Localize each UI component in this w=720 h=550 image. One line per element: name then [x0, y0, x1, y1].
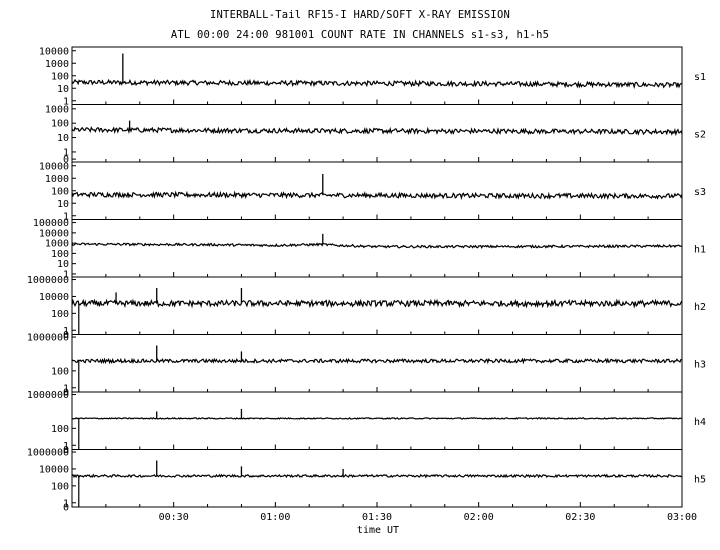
y-tick-label-h3: 100	[51, 366, 69, 377]
y-tick-label-h4: 1000000	[27, 390, 69, 401]
y-tick-label-s3: 10	[57, 199, 69, 210]
series-line-h1	[71, 242, 683, 250]
x-tick-label: 02:00	[464, 512, 494, 523]
y-tick-label-h1: 1000	[45, 239, 69, 250]
y-tick-label-h1: 10	[57, 259, 69, 270]
y-tick-label-s1: 100	[51, 71, 69, 82]
y-tick-label-s2: 0	[63, 155, 69, 166]
y-tick-label-s1: 10	[57, 84, 69, 95]
y-tick-label-h4: 1	[63, 441, 69, 452]
panel-frame-h3	[71, 334, 683, 393]
y-tick-label-h4: 0	[63, 445, 69, 456]
x-tick-label: 01:00	[260, 512, 290, 523]
y-tick-label-s2: 1	[63, 147, 69, 158]
x-tick-label: 03:00	[667, 512, 697, 523]
series-line-s1	[71, 78, 683, 90]
y-tick-label-s3: 10000	[39, 161, 69, 172]
channel-label-s1: s1	[694, 72, 706, 83]
y-tick-label-h1: 100	[51, 249, 69, 260]
channel-label-s3: s3	[694, 187, 706, 198]
y-tick-label-h4: 100	[51, 424, 69, 435]
x-axis-label: time UT	[357, 525, 399, 536]
y-tick-label-s1: 1	[63, 96, 69, 107]
x-tick-label: 00:30	[159, 512, 189, 523]
channel-label-h4: h4	[694, 417, 706, 428]
y-tick-label-h5: 0	[63, 503, 69, 514]
series-line-h3	[71, 357, 683, 365]
panel-frame-s1	[71, 46, 683, 105]
y-tick-label-h2: 100	[51, 309, 69, 320]
y-tick-label-h5: 100	[51, 481, 69, 492]
y-tick-label-h2: 10000	[39, 292, 69, 303]
channel-label-s2: s2	[694, 129, 706, 140]
y-tick-label-s2: 1000	[45, 104, 69, 115]
y-tick-label-h5: 1000000	[27, 448, 69, 459]
series-line-h4	[71, 416, 683, 420]
y-tick-label-h1: 10000	[39, 228, 69, 239]
channel-label-h3: h3	[694, 359, 706, 370]
y-tick-label-s3: 1	[63, 211, 69, 222]
x-tick-label: 02:30	[565, 512, 595, 523]
y-tick-label-h2: 0	[63, 330, 69, 341]
panel-frame-h4	[71, 391, 683, 450]
panel-frame-h1	[71, 219, 683, 278]
y-tick-label-h5: 10000	[39, 464, 69, 475]
y-tick-label-s2: 100	[51, 119, 69, 130]
series-line-h5	[71, 473, 683, 479]
panel-frame-s3	[71, 161, 683, 220]
chart-subtitle: ATL 00:00 24:00 981001 COUNT RATE IN CHA…	[170, 29, 550, 41]
y-tick-label-h5: 1	[63, 498, 69, 509]
y-tick-label-h3: 1	[63, 383, 69, 394]
y-tick-label-s2: 10	[57, 133, 69, 144]
chart-title: INTERBALL-Tail RF15-I HARD/SOFT X-RAY EM…	[210, 9, 510, 21]
y-tick-label-s1: 10000	[39, 46, 69, 57]
y-tick-label-h3: 0	[63, 388, 69, 399]
x-tick-label: 01:30	[362, 512, 392, 523]
y-tick-label-h2: 1	[63, 326, 69, 337]
y-tick-label-s3: 100	[51, 186, 69, 197]
panel-frame-s2	[71, 104, 683, 163]
y-tick-label-s1: 1000	[45, 59, 69, 70]
y-tick-label-h1: 100000	[33, 218, 69, 229]
channel-label-h5: h5	[694, 474, 706, 485]
channel-label-h2: h2	[694, 302, 706, 313]
series-line-h2	[71, 298, 683, 309]
channel-label-h1: h1	[694, 244, 706, 255]
panel-frame-h5	[71, 449, 683, 508]
y-tick-label-h3: 1000000	[27, 333, 69, 344]
y-tick-label-h2: 1000000	[27, 275, 69, 286]
series-line-s3	[71, 190, 683, 201]
y-tick-label-h1: 1	[63, 269, 69, 280]
y-tick-label-s3: 1000	[45, 174, 69, 185]
series-line-s2	[71, 126, 683, 137]
